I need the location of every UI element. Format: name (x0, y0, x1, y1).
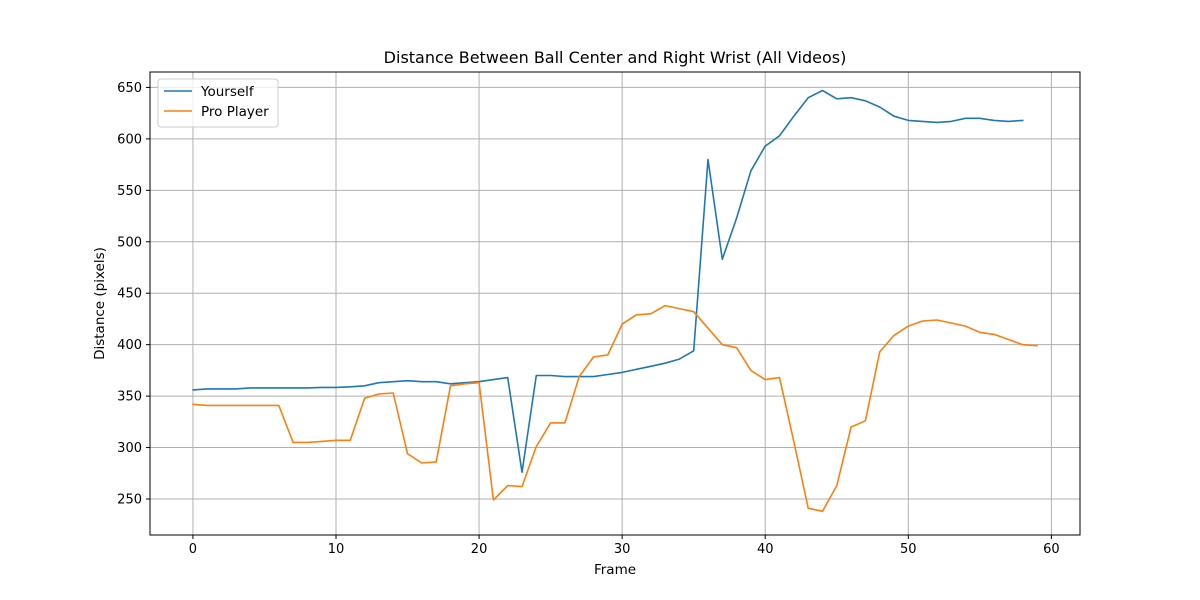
x-tick-label: 0 (189, 542, 197, 557)
y-axis-title: Distance (pixels) (92, 247, 108, 360)
x-tick-label: 50 (900, 542, 917, 557)
x-tick-label: 10 (328, 542, 345, 557)
y-tick-label: 250 (117, 492, 142, 507)
y-tick-label: 300 (117, 441, 142, 456)
y-tick-label: 350 (117, 390, 142, 405)
series-line-0 (192, 89, 1024, 474)
plot-area-frame (149, 71, 1081, 536)
chart-title: Distance Between Ball Center and Right W… (384, 48, 847, 67)
y-tick-label: 600 (117, 132, 142, 147)
y-tick-label: 450 (117, 287, 142, 302)
x-tick-label: 60 (1043, 542, 1060, 557)
x-axis-title: Frame (594, 562, 636, 578)
series-line-1 (192, 304, 1038, 513)
y-tick-label: 400 (117, 338, 142, 353)
x-axis-ticks: 0 10 20 30 40 50 60 (189, 535, 1060, 557)
y-tick-label: 550 (117, 184, 142, 199)
y-axis-ticks: 250 300 350 400 450 500 550 600 650 (117, 81, 150, 507)
y-tick-label: 650 (117, 81, 142, 96)
legend-label: Yourself (200, 84, 255, 100)
x-tick-label: 40 (757, 542, 774, 557)
x-tick-label: 20 (471, 542, 488, 557)
y-tick-label: 500 (117, 235, 142, 250)
legend: Yourself Pro Player (157, 78, 279, 128)
series-lines (192, 89, 1038, 513)
x-tick-label: 30 (614, 542, 631, 557)
grid (150, 72, 1080, 535)
legend-label: Pro Player (201, 104, 269, 120)
